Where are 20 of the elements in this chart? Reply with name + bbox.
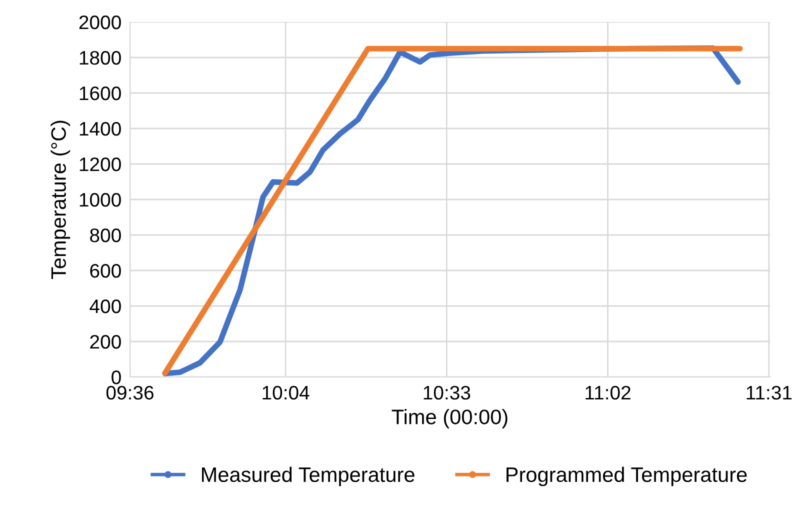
y-tick-label: 1600: [80, 86, 121, 100]
x-tick-label: 11:02: [586, 386, 630, 400]
y-tick-label: 1000: [80, 192, 121, 207]
y-axis-title: Temperature (°C): [50, 120, 70, 280]
legend-label: Measured Temperature: [202, 466, 414, 486]
y-tick-label: 0: [112, 370, 121, 384]
x-tick-label: 11:31: [746, 386, 792, 400]
x-tick-label: 09:36: [106, 386, 154, 400]
y-tick-label: 800: [90, 228, 121, 242]
x-tick-label: 10:04: [262, 386, 310, 400]
legend-label: Programmed Temperature: [506, 466, 747, 486]
y-tick-label: 1200: [80, 157, 121, 172]
y-tick-label: 200: [90, 334, 121, 349]
x-tick-label: 10:33: [424, 386, 470, 400]
y-tick-label: 2000: [79, 15, 121, 30]
y-tick-label: 1400: [80, 122, 121, 136]
x-axis-title: Time (00:00): [392, 409, 508, 428]
y-tick-label: 400: [90, 299, 121, 314]
y-tick-label: 1800: [80, 50, 121, 65]
y-tick-label: 600: [90, 264, 121, 278]
